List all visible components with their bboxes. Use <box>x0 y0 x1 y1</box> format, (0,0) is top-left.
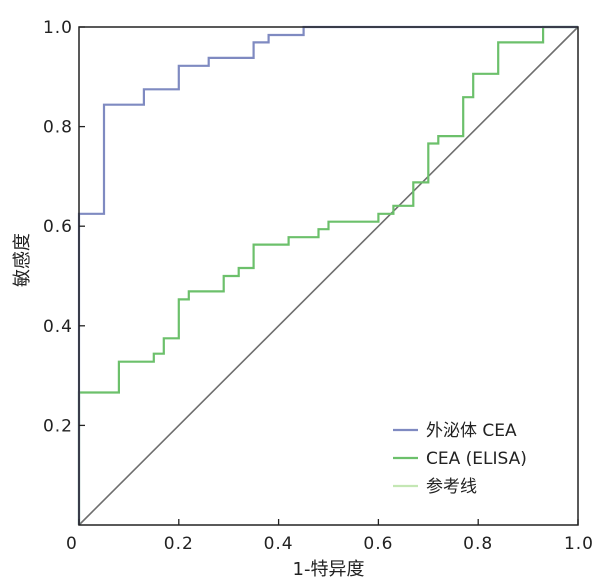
x-tick-label-0-2: 0.2 <box>164 534 194 554</box>
y-tick-label-1-0: 1.0 <box>43 18 73 38</box>
y-tick-label-0-8: 0.8 <box>43 118 73 138</box>
x-axis-title: 1-特异度 <box>293 559 365 580</box>
y-axis-title: 敏感度 <box>12 233 33 287</box>
ticks-layer: 0 0.2 0.4 0.6 0.8 1.0 0.2 0.4 0.6 0.8 1.0 <box>43 18 594 554</box>
y-tick-label-0-2: 0.2 <box>43 416 73 436</box>
y-tick-label-0-6: 0.6 <box>43 217 73 237</box>
series-layer <box>77 25 579 526</box>
x-tick-label-0-4: 0.4 <box>264 534 294 554</box>
series-exosome-cea <box>77 25 578 525</box>
legend-label-reference-line: 参考线 <box>426 477 477 497</box>
x-tick-label-0-6: 0.6 <box>363 534 393 554</box>
x-tick-label-1-0: 1.0 <box>564 534 594 554</box>
legend-label-exosome-cea: 外泌体 CEA <box>426 421 517 441</box>
legend-label-cea-elisa: CEA (ELISA) <box>426 449 527 469</box>
legend: 外泌体 CEA CEA (ELISA) 参考线 <box>393 421 527 497</box>
y-tick-label-0-4: 0.4 <box>43 317 73 337</box>
series-reference-line <box>78 26 579 526</box>
series-cea-elisa <box>77 25 578 525</box>
x-tick-label-0-8: 0.8 <box>463 534 493 554</box>
plot-frame <box>78 26 579 526</box>
x-tick-label-0: 0 <box>66 534 78 554</box>
